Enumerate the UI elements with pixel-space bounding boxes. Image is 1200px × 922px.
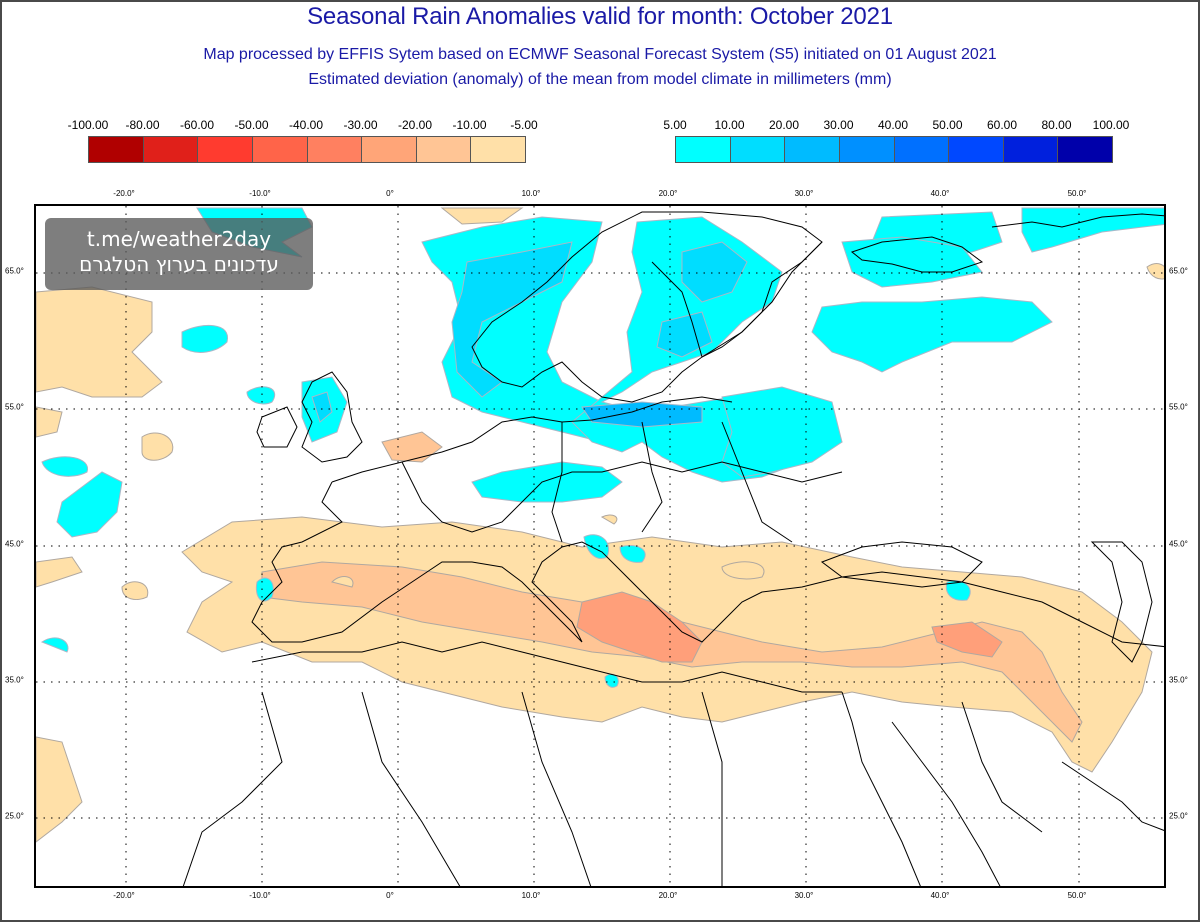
lat-label-left: 35.0° xyxy=(5,675,24,685)
coastlines xyxy=(182,211,1164,886)
legend-label: 30.00 xyxy=(823,118,854,132)
lon-label-top: -20.0° xyxy=(113,189,135,198)
legend-label: -60.00 xyxy=(179,118,215,132)
lat-label-left: 55.0° xyxy=(5,402,24,412)
lon-label-bottom: -20.0° xyxy=(113,891,135,900)
map-subtitle-units: Estimated deviation (anomaly) of the mea… xyxy=(308,71,892,88)
lon-label-bottom: 50.0° xyxy=(1067,891,1087,900)
legend-label: -30.00 xyxy=(343,118,378,132)
legend-label: 80.00 xyxy=(1041,118,1072,132)
lat-label-right: 25.0° xyxy=(1169,811,1188,821)
map-title: Seasonal Rain Anomalies valid for month:… xyxy=(307,3,893,30)
lat-label-left: 25.0° xyxy=(5,811,24,821)
legend-label: 60.00 xyxy=(986,118,1018,132)
legend-swatch xyxy=(785,137,840,162)
lon-label-top: 0° xyxy=(386,189,394,198)
legend-swatch xyxy=(252,137,308,162)
legend-label: 100.00 xyxy=(1092,118,1130,132)
legend-positive-colorbar xyxy=(675,136,1113,163)
telegram-watermark: t.me/weather2day עדכונים בערוץ הטלגרם xyxy=(45,218,313,290)
legend-label: -100.00 xyxy=(67,118,109,132)
lon-label-top: 10.0° xyxy=(521,189,541,198)
lat-label-right: 65.0° xyxy=(1169,266,1188,276)
map-subtitle-source: Map processed by EFFIS Sytem based on EC… xyxy=(203,46,997,63)
lon-label-top: 30.0° xyxy=(794,189,814,198)
legend-swatch xyxy=(362,137,417,162)
watermark-hebrew-text: עדכונים בערוץ הטלגרם xyxy=(79,252,279,276)
lat-label-left: 65.0° xyxy=(5,266,24,276)
legend-swatch xyxy=(143,137,199,162)
legend-swatch xyxy=(839,137,895,162)
lon-label-bottom: -10.0° xyxy=(249,891,271,900)
legend-negative-colorbar xyxy=(88,136,526,163)
legend-swatch xyxy=(676,137,731,162)
dry-anomaly-layer xyxy=(36,207,1164,843)
legend-label: -20.00 xyxy=(397,118,433,132)
anomaly-map xyxy=(34,204,1166,888)
legend-label: -50.00 xyxy=(234,118,269,132)
legend-label: 20.00 xyxy=(768,118,800,132)
legend-swatch xyxy=(949,137,1004,162)
legend-positive: 5.00 10.00 20.00 30.00 40.00 50.00 60.00… xyxy=(663,118,1129,163)
lon-label-bottom: 10.0° xyxy=(521,891,541,900)
legend-label: -5.00 xyxy=(510,118,538,132)
lat-label-right: 45.0° xyxy=(1169,539,1188,549)
legend-swatch xyxy=(198,137,253,162)
legend-label: 5.00 xyxy=(663,118,687,132)
legend-swatch xyxy=(471,137,525,162)
lon-label-bottom: 30.0° xyxy=(794,891,814,900)
legend-positive-labels: 5.00 10.00 20.00 30.00 40.00 50.00 60.00… xyxy=(663,118,1129,136)
legend-label: 50.00 xyxy=(932,118,963,132)
map-canvas xyxy=(36,206,1164,886)
legend-swatch xyxy=(89,137,144,162)
legend-label: -10.00 xyxy=(452,118,487,132)
lon-label-top: 50.0° xyxy=(1067,189,1087,198)
legend-swatch xyxy=(894,137,950,162)
lat-label-left: 45.0° xyxy=(5,539,24,549)
lon-label-bottom: 40.0° xyxy=(930,891,950,900)
lon-label-top: -10.0° xyxy=(249,189,271,198)
legend-label: 40.00 xyxy=(877,118,909,132)
legend-swatch xyxy=(1003,137,1059,162)
watermark-url: t.me/weather2day xyxy=(86,227,272,251)
legend-label: -80.00 xyxy=(125,118,160,132)
legend-negative-labels: -100.00 -80.00 -60.00 -50.00 -40.00 -30.… xyxy=(68,118,538,136)
legend-swatch xyxy=(1058,137,1112,162)
legend-label: -40.00 xyxy=(288,118,324,132)
lon-label-bottom: 20.0° xyxy=(658,891,678,900)
lon-label-bottom: 0° xyxy=(386,891,394,900)
lon-label-top: 20.0° xyxy=(658,189,678,198)
legend-label: 10.00 xyxy=(714,118,745,132)
legend-swatch xyxy=(307,137,363,162)
lat-label-right: 55.0° xyxy=(1169,402,1188,412)
legend-negative: -100.00 -80.00 -60.00 -50.00 -40.00 -30.… xyxy=(68,118,538,163)
legend-swatch xyxy=(730,137,786,162)
legend-swatch xyxy=(416,137,472,162)
lat-label-right: 35.0° xyxy=(1169,675,1188,685)
lon-label-top: 40.0° xyxy=(930,189,950,198)
